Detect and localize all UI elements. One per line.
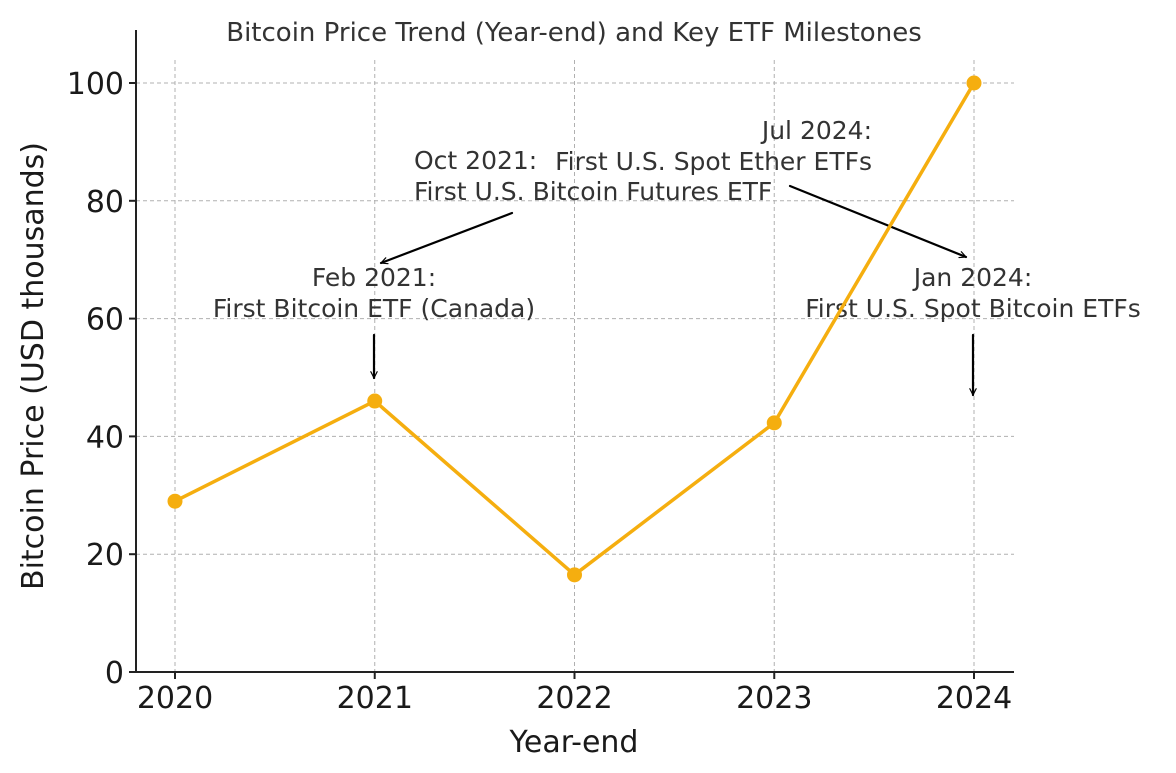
annotation-text-line: Feb 2021: <box>312 263 436 292</box>
y-axis-title: Bitcoin Price (USD thousands) <box>16 142 51 590</box>
chart-title: Bitcoin Price Trend (Year-end) and Key E… <box>226 18 922 48</box>
data-point <box>966 75 982 91</box>
x-tick-label: 2020 <box>137 681 213 716</box>
x-tick-label: 2024 <box>936 681 1012 716</box>
data-point <box>567 567 582 583</box>
annotation-text-line: Jan 2024: <box>912 263 1033 292</box>
annotation-text-line: First U.S. Bitcoin Futures ETF <box>414 177 772 206</box>
data-point <box>766 415 782 431</box>
annotation-text-line: Jul 2024: <box>760 116 872 145</box>
axes-layer: 0 20 40 60 80 100 2020 2021 2022 2023 2024 <box>67 30 1014 716</box>
y-tick-label: 20 <box>86 538 124 573</box>
y-tick-label: 80 <box>86 185 124 220</box>
annotation-2: Jan 2024:First U.S. Spot Bitcoin ETFs <box>805 263 1141 397</box>
annotation-3: Jul 2024:First U.S. Spot Ether ETFs <box>555 116 968 259</box>
x-tick-label: 2023 <box>736 681 812 716</box>
annotation-1: Oct 2021:First U.S. Bitcoin Futures ETF <box>379 146 772 265</box>
annotation-text-line: First U.S. Spot Bitcoin ETFs <box>805 294 1141 323</box>
annotation-text-line: First Bitcoin ETF (Canada) <box>213 294 535 323</box>
x-tick-label: 2021 <box>337 681 413 716</box>
data-point <box>367 393 383 409</box>
annotation-layer: Feb 2021:First Bitcoin ETF (Canada)Oct 2… <box>213 116 1141 397</box>
y-tick-label: 0 <box>105 656 124 691</box>
x-axis-title: Year-end <box>509 725 639 760</box>
grid-layer <box>136 60 1014 672</box>
y-tick-label: 100 <box>67 67 124 102</box>
y-tick-label: 60 <box>86 303 124 338</box>
annotation-0: Feb 2021:First Bitcoin ETF (Canada) <box>213 263 535 380</box>
x-tick-label: 2022 <box>536 681 612 716</box>
data-point <box>167 493 183 509</box>
annotation-arrow <box>788 184 968 259</box>
annotation-text-line: First U.S. Spot Ether ETFs <box>555 147 872 176</box>
annotation-text-line: Oct 2021: <box>414 146 537 175</box>
y-tick-label: 40 <box>86 420 124 455</box>
series-layer <box>167 75 982 583</box>
annotation-arrow <box>379 211 514 265</box>
